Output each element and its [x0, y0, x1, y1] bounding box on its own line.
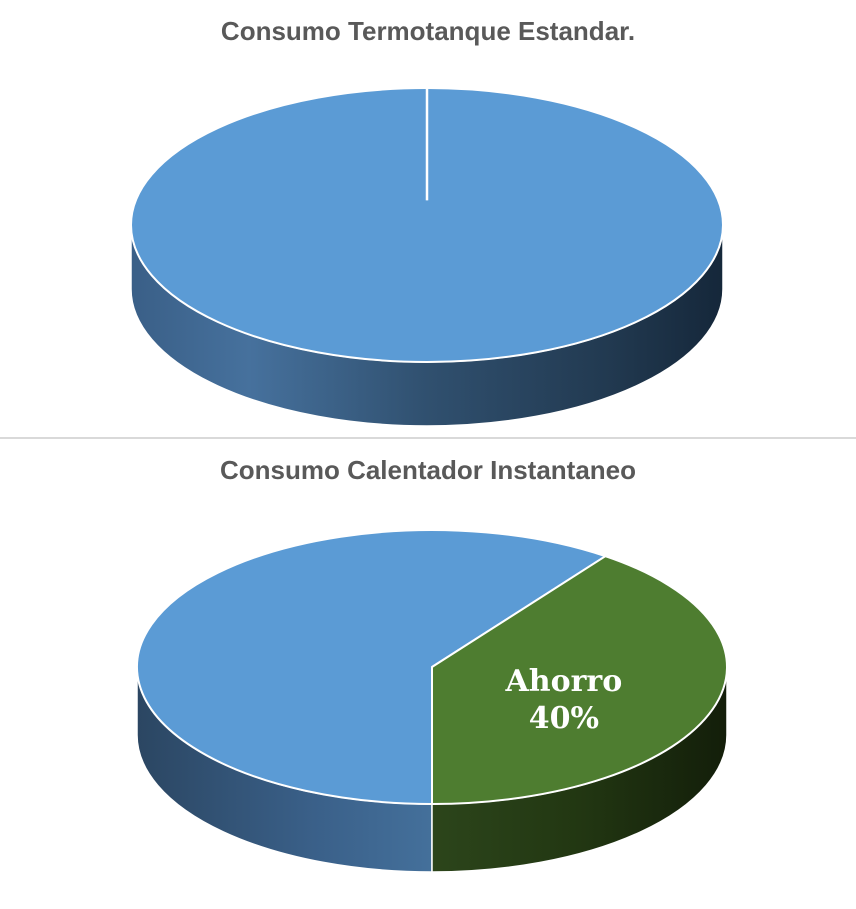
chart-section-termotanque: Consumo Termotanque Estandar.: [0, 0, 856, 439]
pie-slice-ahorro: [431, 555, 728, 805]
pie-chart-calentador: Ahorro 40%: [136, 529, 728, 873]
pie-chart-termotanque: [130, 87, 724, 427]
chart-title-calentador: Consumo Calentador Instantaneo: [219, 455, 637, 485]
slice-label-ahorro: Ahorro 40%: [505, 664, 623, 736]
chart-section-calentador: Consumo Calentador Instantaneo Ahorro 40%: [0, 439, 856, 909]
pie-slice-consumo: [136, 529, 607, 805]
chart-title-termotanque: Consumo Termotanque Estandar.: [220, 16, 636, 46]
